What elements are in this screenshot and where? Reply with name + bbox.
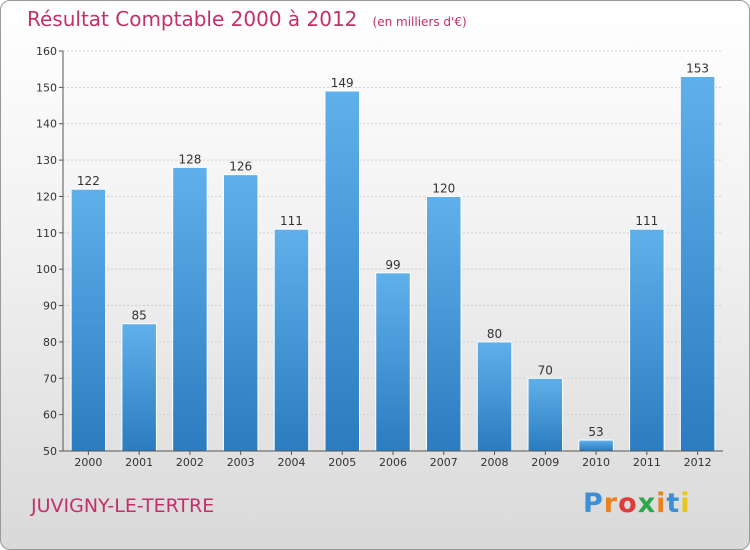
bar-2005 — [324, 90, 360, 452]
chart-title: Résultat Comptable 2000 à 2012 (en milli… — [27, 7, 467, 31]
bars-layer: 122 85 128 126 111 149 99 120 80 70 53 111 153 — [70, 61, 716, 452]
value-label-2001: 85 — [132, 309, 147, 323]
value-label-2012: 153 — [686, 61, 709, 75]
chart-title-text: Résultat Comptable 2000 à 2012 — [27, 7, 358, 31]
y-tick-label: 100 — [36, 263, 57, 276]
chart-unit-label: (en milliers d'€) — [372, 15, 467, 29]
value-label-2003: 126 — [229, 160, 252, 174]
bar-2009 — [527, 377, 564, 452]
x-tick-label-2012: 2012 — [684, 456, 712, 469]
x-tick-label-2002: 2002 — [176, 456, 204, 469]
bar-2004 — [273, 228, 310, 452]
y-tick-label: 120 — [36, 190, 57, 203]
x-tick-label-2005: 2005 — [328, 456, 356, 469]
x-tick-label-2009: 2009 — [531, 456, 559, 469]
bar-2011 — [629, 228, 665, 452]
logo-letter: o — [618, 488, 638, 519]
y-tick-label: 110 — [36, 227, 57, 240]
bar-2012 — [679, 75, 716, 452]
y-tick-label: 130 — [36, 154, 57, 167]
y-tick-label: 90 — [43, 300, 57, 313]
x-tick-label-2000: 2000 — [74, 456, 102, 469]
value-label-2005: 149 — [331, 76, 354, 90]
y-tick-label: 60 — [43, 409, 57, 422]
bar-2002 — [172, 166, 208, 452]
x-tick-label-2008: 2008 — [481, 456, 509, 469]
value-label-2002: 128 — [178, 152, 201, 166]
value-label-2008: 80 — [487, 327, 502, 341]
axis-layer: 50 60 70 80 90 100 110 120 130 140 150 160 2000 2001 2… — [36, 45, 723, 469]
y-tick-label: 80 — [43, 336, 57, 349]
x-tick-label-2006: 2006 — [379, 456, 407, 469]
bar-2006 — [375, 272, 411, 452]
logo-letter: i — [680, 488, 691, 519]
logo-letter: P — [583, 488, 604, 519]
y-tick-label: 140 — [36, 118, 57, 131]
logo-letter: t — [666, 488, 681, 519]
bar-2008 — [476, 341, 513, 452]
logo-letter: x — [637, 488, 657, 519]
x-tick-label-2010: 2010 — [582, 456, 610, 469]
x-tick-label-2007: 2007 — [430, 456, 458, 469]
logo-letter: r — [603, 488, 619, 519]
value-label-2009: 70 — [538, 363, 553, 377]
proxiti-logo: Proxiti — [583, 488, 691, 519]
location-name: JUVIGNY-LE-TERTRE — [31, 495, 215, 517]
bar-2001 — [121, 323, 157, 452]
x-tick-label-2004: 2004 — [277, 456, 305, 469]
y-tick-label: 70 — [43, 372, 57, 385]
bar-2003 — [222, 174, 259, 452]
bar-2007 — [426, 195, 462, 452]
value-label-2010: 53 — [588, 425, 603, 439]
y-tick-label: 50 — [43, 445, 57, 458]
bar-2010 — [578, 439, 614, 452]
logo-letter: i — [656, 488, 667, 519]
x-tick-label-2001: 2001 — [125, 456, 153, 469]
value-label-2006: 99 — [385, 258, 400, 272]
y-tick-label: 150 — [36, 81, 57, 94]
x-tick-label-2003: 2003 — [227, 456, 255, 469]
bar-2000 — [70, 188, 107, 452]
value-label-2011: 111 — [635, 214, 658, 228]
y-tick-label: 160 — [36, 45, 57, 58]
x-tick-label-2011: 2011 — [633, 456, 661, 469]
value-label-2000: 122 — [77, 174, 100, 188]
value-label-2004: 111 — [280, 214, 303, 228]
value-label-2007: 120 — [432, 181, 455, 195]
